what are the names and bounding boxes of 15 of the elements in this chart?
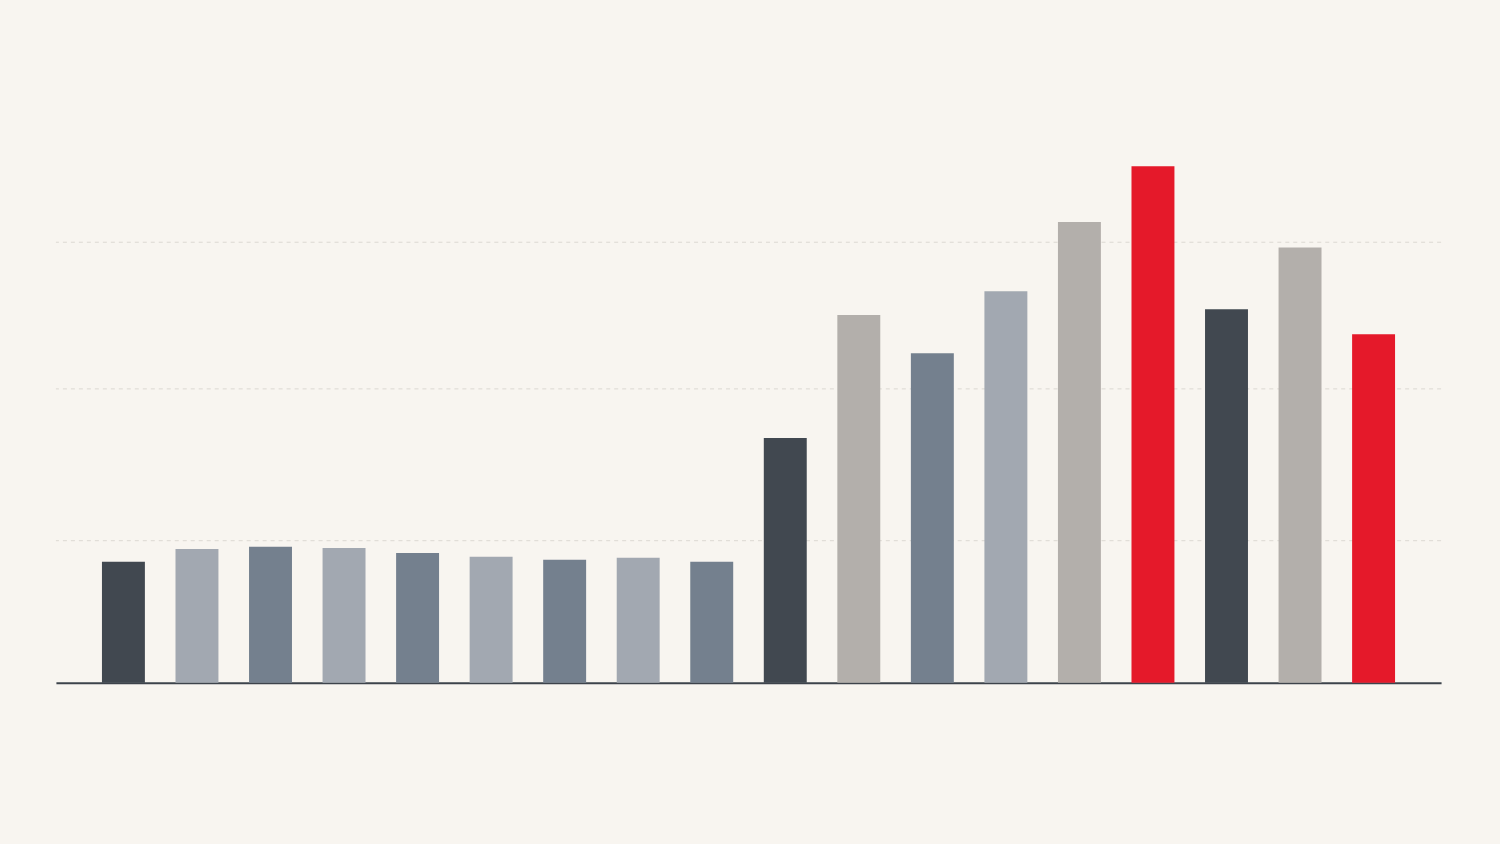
bar — [1131, 166, 1175, 683]
bar — [910, 353, 954, 683]
bar — [690, 561, 734, 683]
bar — [1057, 222, 1101, 683]
bar — [837, 315, 881, 683]
bar — [984, 291, 1028, 683]
bar — [249, 546, 292, 683]
bar — [543, 559, 587, 683]
bar — [469, 556, 513, 683]
bar — [396, 553, 440, 683]
bar — [175, 548, 219, 683]
bar — [616, 557, 660, 683]
bar — [1278, 247, 1322, 683]
bar — [322, 547, 366, 683]
bar — [1352, 334, 1396, 683]
